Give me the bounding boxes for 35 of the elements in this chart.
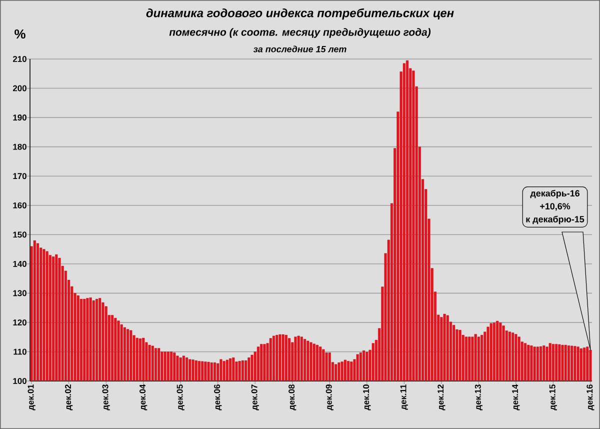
x-tick-label: дек.05 <box>176 384 184 410</box>
y-tick-label: 180 <box>13 144 26 150</box>
annotation: +10,6% <box>540 203 570 211</box>
y-tick-label: 210 <box>12 56 26 62</box>
y-tick-label: 110 <box>14 348 26 355</box>
x-tick-label: дек.08 <box>288 384 296 410</box>
y-tick-label: 170 <box>13 173 26 180</box>
x-tick-label: дек.06 <box>214 384 222 410</box>
y-tick-label: 100 <box>13 378 26 384</box>
x-tick-label: дек.09 <box>326 384 334 410</box>
x-tick-label: дек.12 <box>438 384 446 410</box>
y-tick-label: 160 <box>13 202 26 208</box>
y-tick-label: 130 <box>13 290 26 296</box>
x-tick-label: дек.02 <box>65 384 73 410</box>
x-tick-label: дек.14 <box>512 384 520 410</box>
x-tick-label: дек.11 <box>400 384 408 410</box>
y-tick-label: 190 <box>13 114 26 121</box>
y-tick-label: 200 <box>12 85 26 92</box>
annotation: к декабрю-15 <box>526 216 584 224</box>
x-tick-label: дек.10 <box>363 384 371 410</box>
text: за последние 15 лет <box>253 46 346 52</box>
x-tick-label: дек.01 <box>28 384 36 410</box>
chart-subtitle: помесячно (к соотв. месяцу предыдущешо года) <box>169 28 431 38</box>
x-tick-label: дек.15 <box>549 384 557 410</box>
x-tick-label: дек.13 <box>474 384 482 410</box>
x-tick-label: дек.07 <box>251 384 259 410</box>
y-axis-title: % <box>14 29 26 39</box>
annotation: декабрь-16 <box>530 190 580 198</box>
y-tick-label: 120 <box>13 319 26 326</box>
x-tick-label: дек.03 <box>102 384 110 410</box>
y-tick-label: 150 <box>13 232 26 238</box>
chart-title: динамика годового индекса потребительских цен <box>146 8 454 20</box>
y-tick-label: 140 <box>13 260 26 267</box>
x-tick-label: дек.16 <box>586 384 594 410</box>
x-tick-label: дек.04 <box>140 384 148 410</box>
